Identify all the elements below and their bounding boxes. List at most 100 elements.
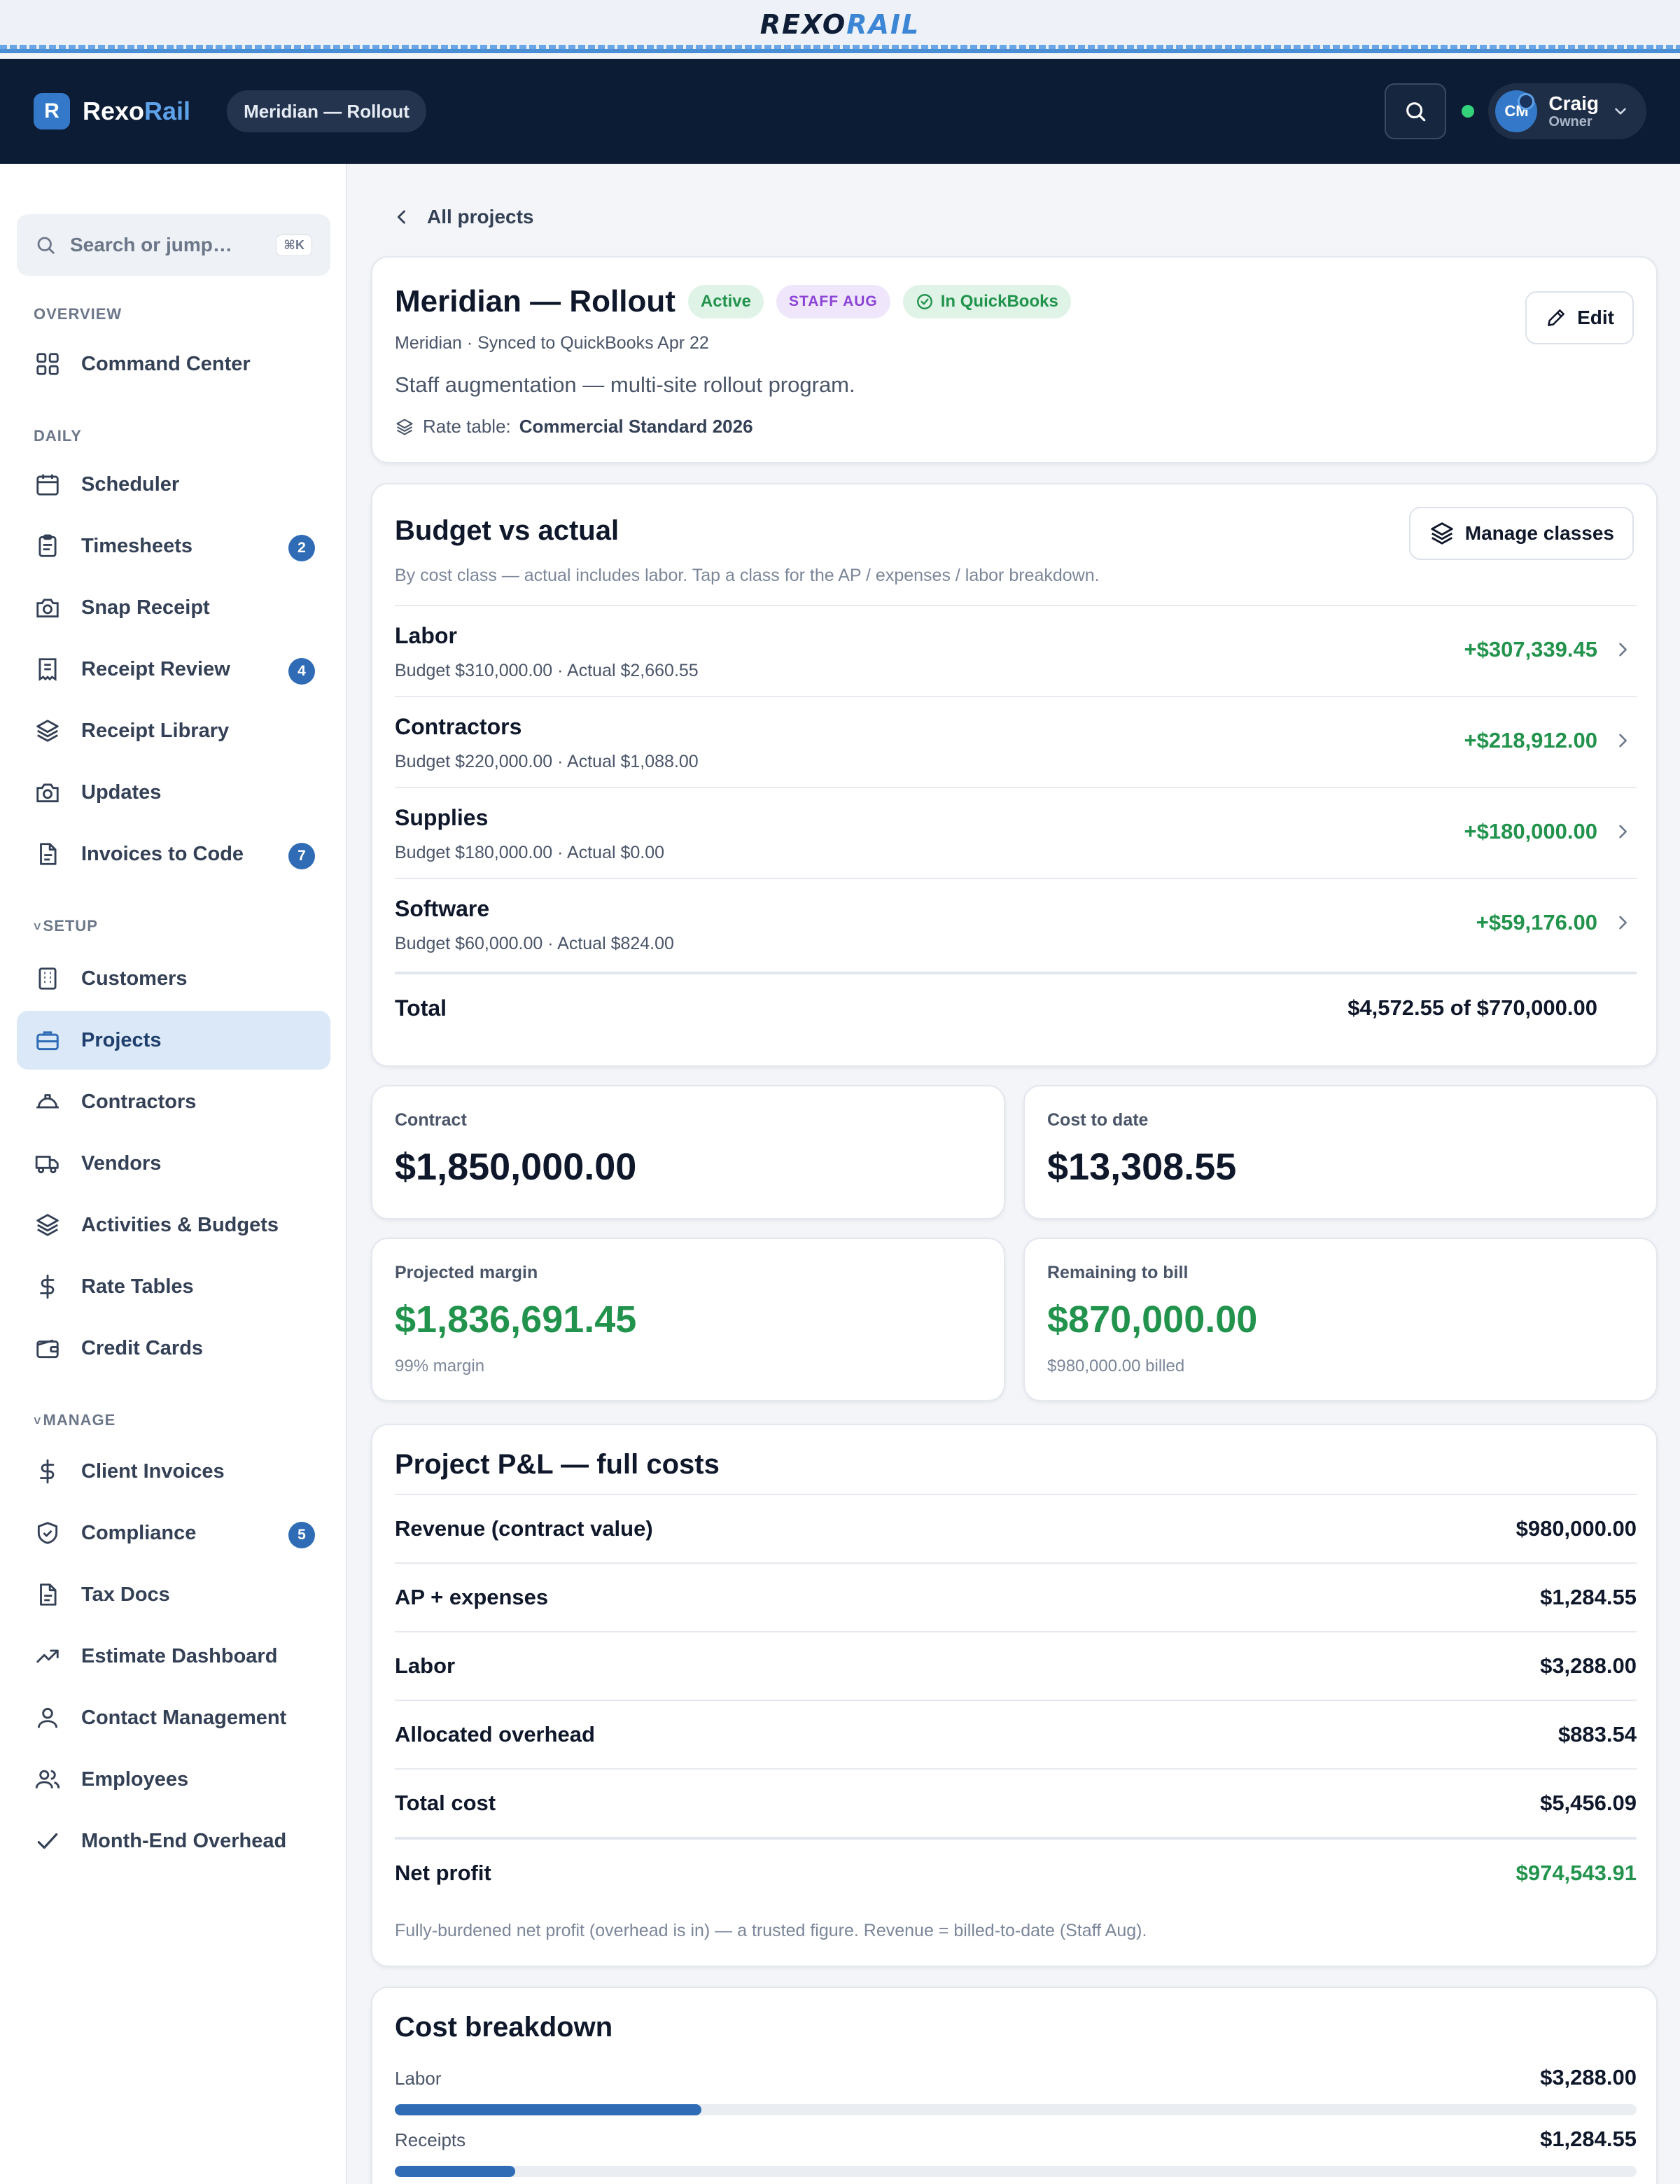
sidebar-item-compliance[interactable]: Compliance 5 bbox=[17, 1504, 330, 1562]
wallet-icon bbox=[34, 1334, 62, 1362]
stat-label: Contract bbox=[395, 1110, 467, 1130]
project-switcher[interactable]: Meridian — Rollout bbox=[227, 90, 426, 132]
header-actions: CM Craig Owner bbox=[1385, 83, 1646, 139]
budget-total-label: Total bbox=[395, 995, 447, 1021]
quickbooks-sync-label: In QuickBooks bbox=[940, 292, 1058, 311]
search-shortcut: ⌘K bbox=[276, 234, 312, 256]
sidebar-item-rate-tables[interactable]: Rate Tables bbox=[17, 1257, 330, 1316]
breakdown-bar-fill bbox=[395, 2166, 516, 2177]
sidebar-item-activities-budgets[interactable]: Activities & Budgets bbox=[17, 1196, 330, 1254]
sidebar-item-employees[interactable]: Employees bbox=[17, 1750, 330, 1809]
stat-label: Projected margin bbox=[395, 1263, 538, 1282]
cost-class-row-contractors[interactable]: Contractors Budget $220,000.00 · Actual … bbox=[395, 696, 1637, 787]
cost-class-name: Contractors bbox=[395, 714, 522, 739]
calendar-icon bbox=[34, 470, 62, 498]
sidebar-item-receipt-review[interactable]: Receipt Review 4 bbox=[17, 640, 330, 699]
sidebar-item-snap-receipt[interactable]: Snap Receipt bbox=[17, 578, 330, 637]
truck-icon bbox=[34, 1149, 62, 1177]
sidebar-item-label: Tax Docs bbox=[81, 1583, 170, 1606]
pl-row-label: Labor bbox=[395, 1653, 456, 1678]
sidebar-item-vendors[interactable]: Vendors bbox=[17, 1134, 330, 1193]
section-label-manage[interactable]: ˅MANAGE bbox=[34, 1411, 115, 1429]
breakdown-title: Cost breakdown bbox=[395, 2012, 613, 2043]
sidebar-item-scheduler[interactable]: Scheduler bbox=[17, 455, 330, 514]
sidebar-item-projects[interactable]: Projects bbox=[17, 1011, 330, 1070]
stat-card-remaining-to-bill: Remaining to bill $870,000.00 $980,000.0… bbox=[1023, 1238, 1658, 1401]
app-mark[interactable]: R bbox=[34, 93, 70, 130]
pl-title: Project P&L — full costs bbox=[395, 1449, 720, 1480]
sidebar-item-updates[interactable]: Updates bbox=[17, 763, 330, 822]
check-circle-icon bbox=[916, 294, 932, 309]
layers-icon bbox=[1431, 522, 1453, 545]
rail-divider bbox=[0, 45, 1680, 49]
cost-class-name: Software bbox=[395, 896, 490, 921]
stat-value: $13,308.55 bbox=[1047, 1146, 1237, 1188]
search-icon bbox=[37, 237, 55, 254]
back-to-projects-link[interactable]: All projects bbox=[392, 206, 533, 228]
sidebar-search[interactable]: Search or jump… ⌘K bbox=[17, 214, 330, 276]
sidebar-item-label: Command Center bbox=[81, 352, 251, 375]
breakdown-label: Receipts bbox=[395, 2129, 466, 2150]
stat-label: Remaining to bill bbox=[1047, 1263, 1189, 1282]
sidebar-item-client-invoices[interactable]: Client Invoices bbox=[17, 1442, 330, 1501]
app-name-accent: Rail bbox=[144, 97, 191, 125]
sidebar-item-month-end-overhead[interactable]: Month-End Overhead bbox=[17, 1812, 330, 1870]
project-subtitle: Meridian · Synced to QuickBooks Apr 22 bbox=[395, 333, 709, 353]
sidebar-item-command-center[interactable]: Command Center bbox=[17, 335, 330, 393]
pl-row-revenue: Revenue (contract value) $980,000.00 bbox=[395, 1494, 1637, 1562]
sidebar-item-tax-docs[interactable]: Tax Docs bbox=[17, 1565, 330, 1624]
project-type-badge: STAFF AUG bbox=[776, 285, 890, 318]
pl-row-value: $980,000.00 bbox=[1516, 1516, 1637, 1541]
breakdown-label: Labor bbox=[395, 2068, 442, 2089]
sidebar-item-invoices-to-code[interactable]: Invoices to Code 7 bbox=[17, 825, 330, 883]
user-menu[interactable]: CM Craig Owner bbox=[1488, 83, 1646, 139]
edit-label: Edit bbox=[1577, 307, 1614, 328]
shield-icon bbox=[34, 1519, 62, 1547]
sidebar-item-label: Credit Cards bbox=[81, 1336, 204, 1359]
cost-class-detail: Budget $60,000.00 · Actual $824.00 bbox=[395, 934, 674, 953]
sidebar-item-estimate-dashboard[interactable]: Estimate Dashboard bbox=[17, 1627, 330, 1686]
cost-class-variance: +$59,176.00 bbox=[1476, 910, 1597, 934]
receipt-icon bbox=[34, 655, 62, 683]
app-name-main: Rexo bbox=[83, 97, 145, 125]
sidebar-item-receipt-library[interactable]: Receipt Library bbox=[17, 701, 330, 760]
camera-icon bbox=[34, 778, 62, 806]
pencil-icon bbox=[1548, 309, 1565, 326]
pl-row-label: Total cost bbox=[395, 1791, 496, 1815]
pl-row-overhead: Allocated overhead $883.54 bbox=[395, 1700, 1637, 1768]
cost-class-row-software[interactable]: Software Budget $60,000.00 · Actual $824… bbox=[395, 878, 1637, 969]
app-header: R RexoRail Meridian — Rollout CM Craig O… bbox=[0, 59, 1680, 164]
cost-class-row-labor[interactable]: Labor Budget $310,000.00 · Actual $2,660… bbox=[395, 605, 1637, 696]
sidebar-item-contractors[interactable]: Contractors bbox=[17, 1072, 330, 1131]
chevron-right-icon bbox=[1619, 643, 1627, 657]
brand-logo-light: RAIL bbox=[846, 9, 920, 40]
sidebar-item-timesheets[interactable]: Timesheets 2 bbox=[17, 517, 330, 575]
manage-classes-button[interactable]: Manage classes bbox=[1408, 507, 1634, 560]
sidebar-item-label: Invoices to Code bbox=[81, 842, 244, 865]
section-label-daily: DAILY bbox=[34, 427, 82, 444]
users-icon bbox=[34, 1765, 62, 1793]
sidebar-item-label: Timesheets bbox=[81, 534, 193, 557]
cost-class-name: Labor bbox=[395, 623, 457, 648]
edit-project-button[interactable]: Edit bbox=[1525, 291, 1634, 344]
app-name[interactable]: RexoRail bbox=[83, 97, 190, 126]
sidebar-item-label: Client Invoices bbox=[81, 1460, 225, 1483]
breakdown-row-labor: Labor $3,288.00 bbox=[395, 2065, 1637, 2129]
breakdown-value: $3,288.00 bbox=[1540, 2065, 1637, 2090]
sidebar-item-contact-management[interactable]: Contact Management bbox=[17, 1688, 330, 1747]
brand-strip: REXORAIL bbox=[0, 0, 1680, 53]
pl-note: Fully-burdened net profit (overhead is i… bbox=[395, 1921, 1147, 1940]
rate-table-line: Rate table: Commercial Standard 2026 bbox=[395, 416, 753, 438]
cost-class-row-supplies[interactable]: Supplies Budget $180,000.00 · Actual $0.… bbox=[395, 787, 1637, 878]
sidebar-item-customers[interactable]: Customers bbox=[17, 949, 330, 1008]
pl-row-value: $883.54 bbox=[1558, 1722, 1637, 1746]
section-label-setup[interactable]: ˅SETUP bbox=[34, 917, 98, 935]
manage-classes-label: Manage classes bbox=[1464, 522, 1614, 544]
count-badge: 5 bbox=[288, 1522, 315, 1548]
global-search-button[interactable] bbox=[1385, 83, 1447, 139]
section-label-text: SETUP bbox=[43, 917, 98, 934]
sidebar-item-credit-cards[interactable]: Credit Cards bbox=[17, 1319, 330, 1378]
rate-table-value: Commercial Standard 2026 bbox=[519, 416, 753, 437]
user-role: Owner bbox=[1548, 114, 1592, 130]
cost-class-detail: Budget $310,000.00 · Actual $2,660.55 bbox=[395, 661, 699, 680]
